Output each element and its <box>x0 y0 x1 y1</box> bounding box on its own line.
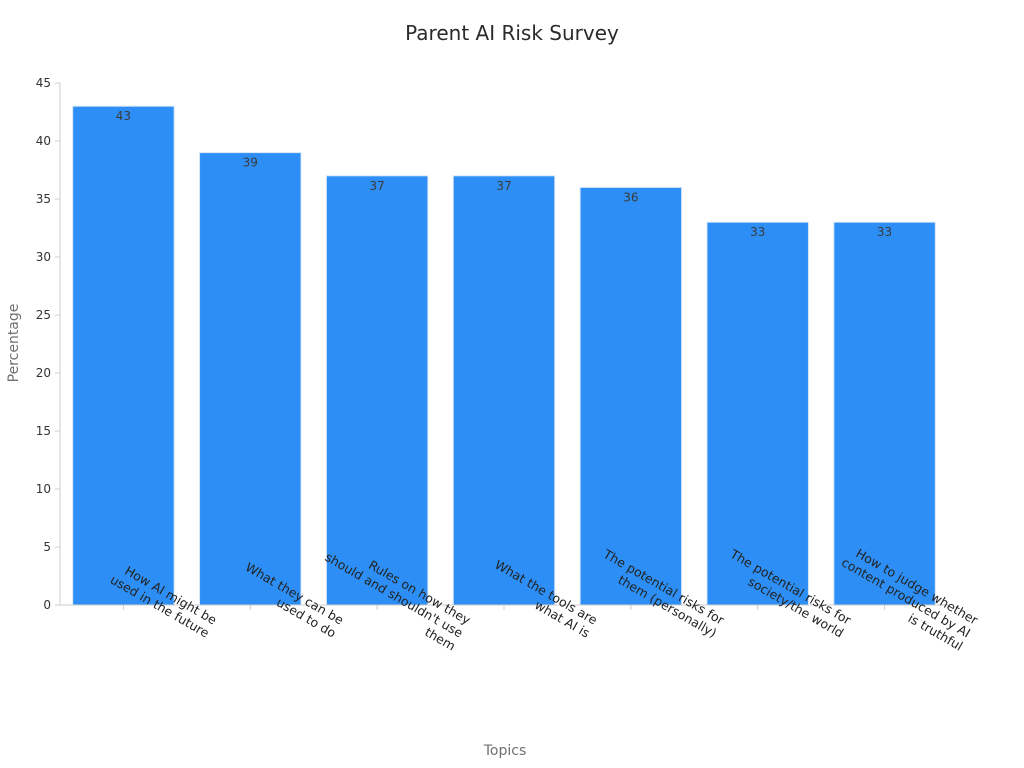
chart-title: Parent AI Risk Survey <box>405 21 619 45</box>
bar[interactable] <box>833 221 936 606</box>
y-tick-label: 20 <box>36 366 51 380</box>
y-tick-label: 25 <box>36 308 51 322</box>
y-tick-label: 0 <box>43 598 51 612</box>
bars-group: 43 39 37 37 36 33 33 <box>72 105 936 606</box>
bar[interactable] <box>579 186 683 606</box>
y-tick-label: 35 <box>36 192 51 206</box>
bar-value-label: 33 <box>877 225 892 239</box>
bar-value-label: 33 <box>750 225 765 239</box>
bar-value-label: 37 <box>370 179 385 193</box>
y-axis: 0 5 10 15 20 25 30 35 40 45 <box>36 76 61 612</box>
bar[interactable] <box>72 105 175 606</box>
bar-value-label: 37 <box>496 179 511 193</box>
y-axis-title: Percentage <box>6 304 22 383</box>
y-tick-label: 10 <box>36 482 51 496</box>
bar[interactable] <box>199 152 302 606</box>
bar-value-label: 39 <box>243 156 258 170</box>
bar[interactable] <box>706 221 809 606</box>
y-tick-label: 30 <box>36 250 51 264</box>
bar[interactable] <box>325 175 429 606</box>
bar-value-label: 43 <box>116 109 131 123</box>
bar-value-label: 36 <box>623 190 638 204</box>
bar[interactable] <box>452 175 556 606</box>
x-axis-title: Topics <box>483 743 527 759</box>
y-tick-label: 5 <box>43 540 51 554</box>
y-tick-label: 40 <box>36 134 51 148</box>
y-tick-label: 15 <box>36 424 51 438</box>
y-tick-label: 45 <box>36 76 51 90</box>
